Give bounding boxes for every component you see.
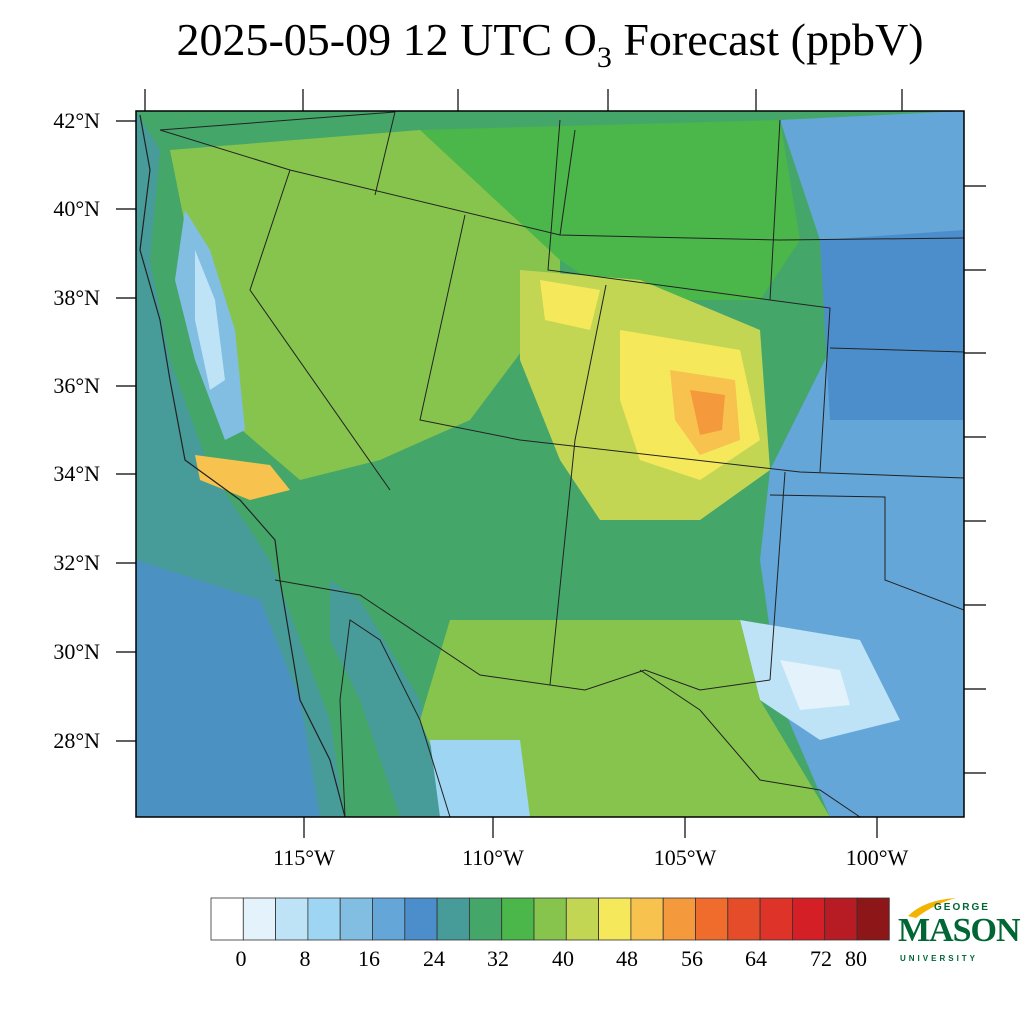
baja-coast [339, 619, 451, 817]
colorbar-swatch [856, 897, 890, 941]
colorbar-swatch [565, 897, 599, 941]
lat-label-36: 36°N [53, 373, 100, 398]
colorbar-label-64: 64 [745, 946, 767, 971]
logo-line1: GEORGE [934, 902, 990, 913]
utah-high-region [540, 280, 600, 330]
colorbar-label-24: 24 [423, 946, 445, 971]
central-valley-low [195, 250, 225, 390]
lat-ticks [116, 120, 136, 742]
plains-north-region [820, 230, 964, 420]
colorbar-swatch [372, 897, 406, 941]
colorbar-swatch [759, 897, 793, 941]
colorbar-label-72: 72 [810, 946, 832, 971]
lon-label-110: 110°W [462, 845, 524, 870]
colorbar-label-40: 40 [552, 946, 574, 971]
mexico-low-region [430, 740, 530, 817]
colorbar-label-0: 0 [235, 946, 247, 971]
colorbar-swatch [404, 897, 438, 941]
peak-ozone-region [690, 390, 725, 435]
socal-region [195, 455, 290, 500]
lon-label-105: 105°W [653, 845, 717, 870]
great-basin-region [170, 130, 560, 480]
title-text: 2025-05-09 12 UTC O [176, 14, 597, 65]
lat-label-38: 38°N [53, 285, 100, 310]
logo-swoosh-icon [908, 898, 956, 918]
colorbar-swatch [307, 897, 341, 941]
rio-grande [639, 669, 861, 817]
colorbar-label-16: 16 [358, 946, 380, 971]
lat-label-34: 34°N [53, 461, 100, 486]
chart-title: 2025-05-09 12 UTC O3 Forecast (ppbV) [0, 12, 1024, 74]
colorbar-swatch [630, 897, 664, 941]
colorbar-swatch [210, 897, 244, 941]
coastline [139, 114, 346, 817]
lat-label-40: 40°N [53, 196, 100, 221]
state-borders [159, 111, 964, 691]
logo-line2: MASON [898, 912, 1021, 949]
colorbar-swatch [468, 897, 503, 941]
title-rest: Forecast (ppbV) [611, 14, 924, 65]
colorbar-swatch [824, 897, 858, 941]
map-frame [135, 110, 965, 818]
colorbar-swatch [792, 897, 826, 941]
colorbar-label-80: 80 [845, 946, 867, 971]
ocean-low-region [136, 560, 320, 817]
northern-rockies-region [420, 120, 800, 300]
lon-label-115: 115°W [273, 845, 335, 870]
logo-line3: UNIVERSITY [900, 954, 979, 963]
colorbar-swatch [275, 897, 309, 941]
colorbar-swatch [533, 897, 567, 941]
texas-lowest-region [780, 660, 850, 710]
lat-label-30: 30°N [53, 639, 100, 664]
lat-label-32: 32°N [53, 550, 100, 575]
colorbar-swatch [727, 897, 761, 941]
top-ticks [144, 89, 903, 111]
right-ticks [964, 185, 986, 774]
gulf-region [330, 580, 450, 817]
colorbar-swatch [695, 897, 729, 941]
colorbar-label-8: 8 [299, 946, 311, 971]
colorbar [210, 897, 890, 941]
lat-label-42: 42°N [53, 108, 100, 133]
gmu-logo: GEORGE MASON UNIVERSITY [898, 894, 1021, 974]
bottom-ticks [303, 817, 878, 838]
colorbar-swatch [501, 897, 535, 941]
lat-label-28: 28°N [53, 728, 100, 753]
colorbar-swatch [436, 897, 470, 941]
colorbar-label-32: 32 [487, 946, 509, 971]
colorbar-swatch [662, 897, 696, 941]
colorbar-swatch [242, 897, 277, 941]
colorbar-swatch [598, 897, 632, 941]
title-subscript: 3 [596, 41, 612, 74]
lon-label-100: 100°W [845, 845, 909, 870]
colorbar-label-56: 56 [681, 946, 703, 971]
colorbar-label-48: 48 [616, 946, 638, 971]
colorbar-swatch [339, 897, 373, 941]
